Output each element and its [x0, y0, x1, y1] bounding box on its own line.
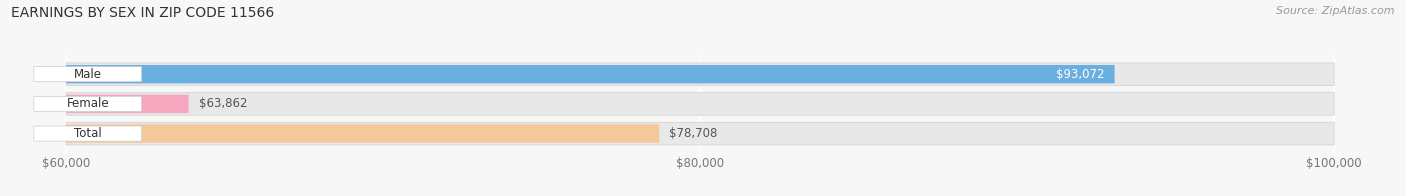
- Text: Female: Female: [66, 97, 110, 110]
- FancyBboxPatch shape: [34, 126, 142, 141]
- Text: EARNINGS BY SEX IN ZIP CODE 11566: EARNINGS BY SEX IN ZIP CODE 11566: [11, 6, 274, 20]
- FancyBboxPatch shape: [66, 63, 1334, 85]
- Text: Total: Total: [75, 127, 101, 140]
- FancyBboxPatch shape: [66, 95, 188, 113]
- FancyBboxPatch shape: [34, 67, 142, 82]
- Text: $93,072: $93,072: [1056, 68, 1105, 81]
- Text: $78,708: $78,708: [669, 127, 717, 140]
- FancyBboxPatch shape: [66, 122, 1334, 145]
- FancyBboxPatch shape: [66, 93, 1334, 115]
- FancyBboxPatch shape: [66, 65, 1115, 83]
- Text: Male: Male: [73, 68, 101, 81]
- Text: Source: ZipAtlas.com: Source: ZipAtlas.com: [1277, 6, 1395, 16]
- FancyBboxPatch shape: [66, 124, 659, 143]
- FancyBboxPatch shape: [34, 96, 142, 112]
- Text: $63,862: $63,862: [198, 97, 247, 110]
